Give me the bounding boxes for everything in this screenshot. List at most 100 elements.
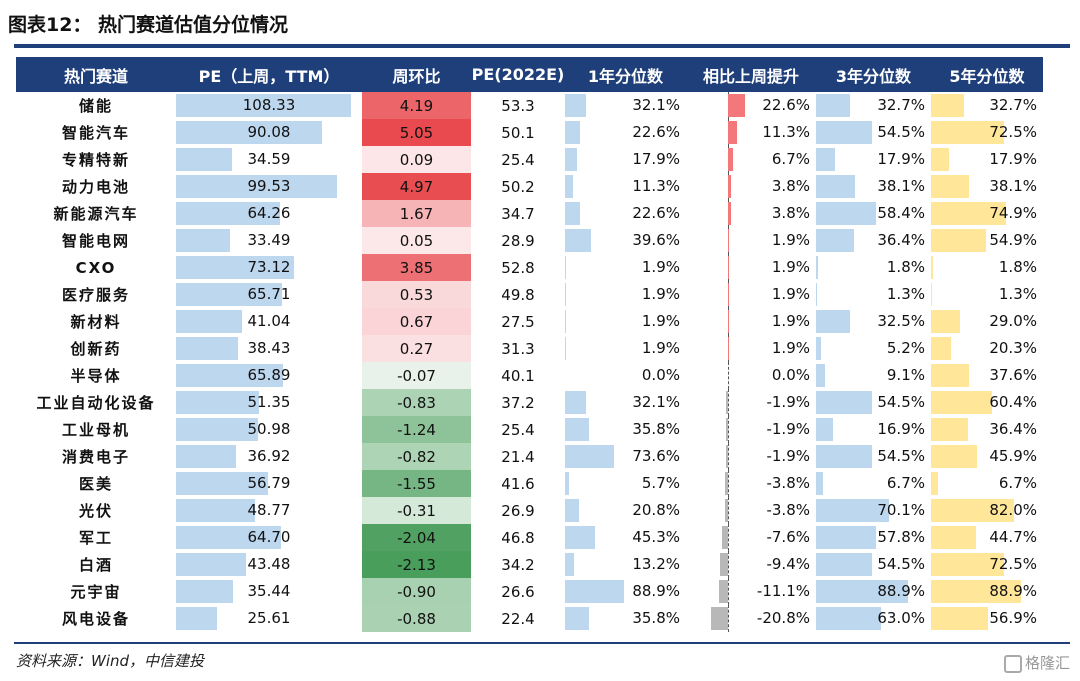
pe-ttm-value: 25.61 [247, 609, 291, 627]
pct-3y-value: 6.7% [886, 474, 925, 492]
pct-1y-bar [565, 175, 573, 198]
change-value: -1.9% [766, 447, 810, 465]
pe-ttm-cell: 34.59 [176, 146, 362, 173]
pct-3y-value: 58.4% [877, 204, 925, 222]
pct-1y-value: 1.9% [641, 339, 680, 357]
pct-3y-value: 38.1% [877, 177, 925, 195]
logo-icon [1003, 654, 1022, 673]
pe-ttm-wrap: 25.61 [176, 607, 362, 630]
pct-1y-bar [565, 256, 567, 279]
wow-cell: -2.13 [362, 551, 471, 578]
change-value: 1.9% [771, 312, 810, 330]
wow-cell: 5.05 [362, 119, 471, 146]
table-row: 创新药 38.43 0.27 31.3 1.9% 1.9% 5.2% 20.3% [16, 335, 1043, 362]
pct-3y-wrap: 9.1% [816, 364, 931, 387]
pe-ttm-bar [176, 391, 260, 414]
pct-3y-value: 54.5% [877, 555, 925, 573]
pct-3y-value: 16.9% [877, 420, 925, 438]
change-neg-bar [724, 472, 728, 495]
pct-1y-value: 1.9% [641, 285, 680, 303]
pe-ttm-cell: 41.04 [176, 308, 362, 335]
pct-5y-bar [931, 364, 969, 387]
pct-1y-value: 5.7% [641, 474, 680, 492]
change-value: 6.7% [771, 150, 810, 168]
wow-value: -0.31 [397, 501, 436, 520]
pe-ttm-wrap: 43.48 [176, 553, 362, 576]
change-wrap: 0.0% [686, 362, 816, 389]
top-rule [14, 44, 1070, 48]
change-wrap: 1.9% [686, 227, 816, 254]
wow-value: 5.05 [399, 123, 434, 142]
pct-3y-bar [816, 256, 818, 279]
pe-ttm-wrap: 34.59 [176, 148, 362, 171]
header-change: 相比上周提升 [686, 57, 816, 92]
pct-5y-value: 45.9% [989, 447, 1037, 465]
pe-2022e-value: 22.4 [501, 609, 535, 628]
wow-value: 0.53 [399, 285, 434, 304]
pct-1y-value: 32.1% [632, 393, 680, 411]
pct-1y-value: 35.8% [632, 609, 680, 627]
change-wrap: -1.9% [686, 443, 816, 470]
pct-1y-bar [565, 499, 579, 522]
table-row: 动力电池 99.53 4.97 50.2 11.3% 3.8% 38.1% 38.1% [16, 173, 1043, 200]
pe-ttm-cell: 50.98 [176, 416, 362, 443]
pct-5y-value: 37.6% [989, 366, 1037, 384]
pe-ttm-value: 108.33 [242, 96, 296, 114]
pe-ttm-value: 35.44 [247, 582, 291, 600]
pct-1y-bar [565, 94, 587, 117]
change-axis [728, 551, 729, 578]
pct-5y-bar [931, 472, 938, 495]
pct-1y-wrap: 22.6% [565, 202, 686, 225]
pct-5y-value: 44.7% [989, 528, 1037, 546]
header-1y-pct: 1年分位数 [565, 57, 686, 92]
change-value: 1.9% [771, 231, 810, 249]
pct-5y-cell: 38.1% [931, 173, 1043, 200]
pct-1y-value: 39.6% [632, 231, 680, 249]
change-pos-bar [728, 148, 734, 171]
wow-cell: -0.82 [362, 443, 471, 470]
pct-3y-bar [816, 607, 882, 630]
pct-3y-cell: 5.2% [816, 335, 931, 362]
change-cell: 3.8% [686, 173, 816, 200]
pct-5y-wrap: 32.7% [931, 94, 1043, 117]
pct-3y-wrap: 38.1% [816, 175, 931, 198]
pct-1y-value: 35.8% [632, 420, 680, 438]
pe-2022e-value: 27.5 [501, 312, 535, 331]
pe-ttm-bar [176, 202, 280, 225]
table-row: 工业母机 50.98 -1.24 25.4 35.8% -1.9% 16.9% 36.4% [16, 416, 1043, 443]
pct-3y-bar [816, 499, 889, 522]
change-wrap: 11.3% [686, 119, 816, 146]
header-pe-2022e: PE(2022E) [471, 57, 565, 92]
pct-5y-wrap: 36.4% [931, 418, 1043, 441]
pe-2022e-value: 37.2 [501, 393, 535, 412]
pct-3y-bar [816, 364, 826, 387]
pe-ttm-cell: 90.08 [176, 119, 362, 146]
pct-5y-value: 54.9% [989, 231, 1037, 249]
pct-3y-wrap: 1.8% [816, 256, 931, 279]
sector-name: 专精特新 [61, 151, 130, 169]
sector-name: 光伏 [78, 502, 113, 520]
valuation-table: 热门赛道 PE（上周，TTM） 周环比 PE(2022E) 1年分位数 相比上周… [16, 57, 1043, 632]
pe-2022e-value: 26.6 [501, 582, 535, 601]
pct-1y-wrap: 35.8% [565, 418, 686, 441]
pct-3y-cell: 16.9% [816, 416, 931, 443]
change-axis [728, 524, 729, 551]
pct-5y-wrap: 29.0% [931, 310, 1043, 333]
pct-1y-cell: 39.6% [565, 227, 686, 254]
wow-value: 0.09 [399, 150, 434, 169]
pct-3y-wrap: 6.7% [816, 472, 931, 495]
change-value: -3.8% [766, 474, 810, 492]
pct-1y-cell: 17.9% [565, 146, 686, 173]
pe-2022e-value: 25.4 [501, 420, 535, 439]
change-value: -20.8% [756, 609, 810, 627]
pe-2022e-value: 26.9 [501, 501, 535, 520]
pct-5y-wrap: 20.3% [931, 337, 1043, 360]
pct-3y-value: 32.5% [877, 312, 925, 330]
change-pos-bar [728, 229, 730, 252]
pct-3y-cell: 57.8% [816, 524, 931, 551]
pct-3y-cell: 54.5% [816, 551, 931, 578]
wow-value: -2.04 [397, 528, 436, 547]
pct-1y-wrap: 39.6% [565, 229, 686, 252]
sector-name: 智能汽车 [61, 124, 130, 142]
pe-ttm-cell: 64.26 [176, 200, 362, 227]
